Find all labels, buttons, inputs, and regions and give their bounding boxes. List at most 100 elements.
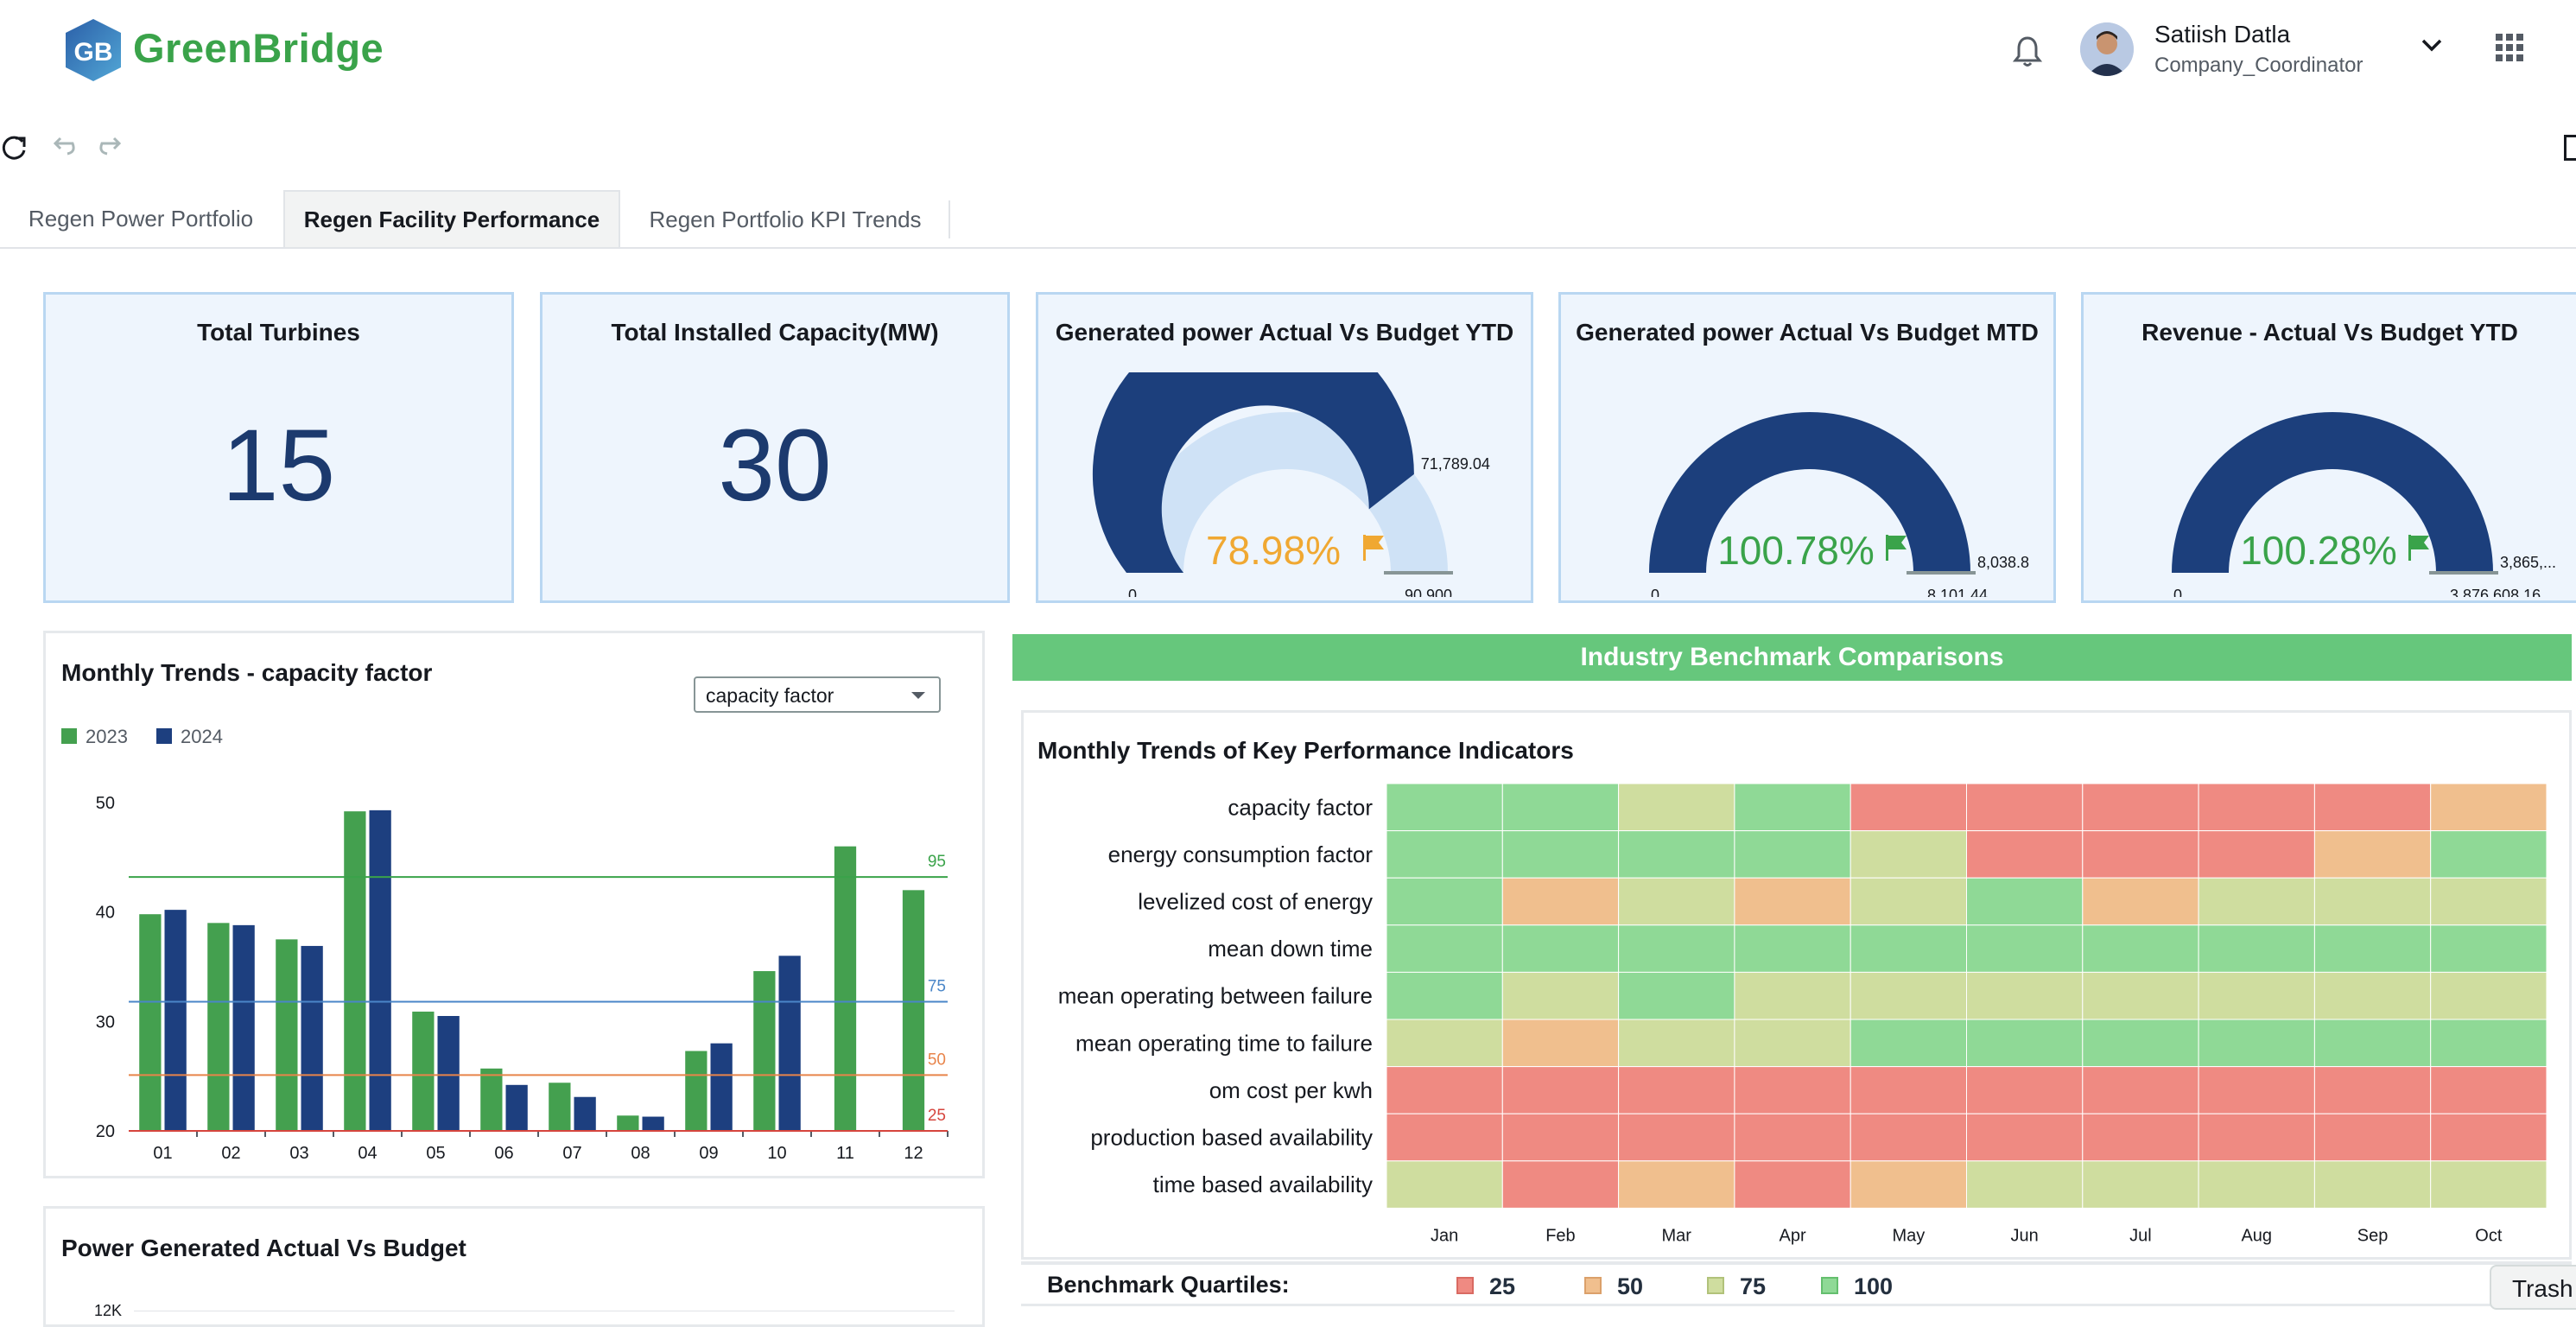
bar-2023-04 [344, 811, 366, 1131]
heatmap-month-label: Feb [1545, 1226, 1575, 1245]
redo-icon[interactable] [97, 135, 126, 161]
flag-cloth [1888, 536, 1907, 549]
heatmap-row-label: production based availability [1090, 1125, 1373, 1151]
bar-2024-05 [437, 1016, 460, 1131]
heatmap-cell [1734, 1160, 1851, 1209]
bar-2023-12 [902, 890, 925, 1131]
heatmap-cell [1850, 1160, 1968, 1209]
flag-icon [1886, 535, 1907, 561]
benchmark-quartiles-legend: Benchmark Quartiles: 25 50 75 100 [1021, 1261, 2572, 1306]
bar-2023-01 [139, 914, 162, 1131]
heatmap-row-label: mean operating between failure [1058, 983, 1373, 1009]
logo[interactable]: GB GreenBridge [59, 16, 384, 85]
heatmap-cell [2430, 830, 2547, 879]
heatmap-cell [1618, 1066, 1735, 1114]
tab-regen-facility-performance[interactable]: Regen Facility Performance [283, 190, 620, 247]
heatmap-month-label: May [1892, 1226, 1925, 1245]
avatar[interactable] [2080, 22, 2134, 76]
tab-bar-divider [0, 247, 2576, 249]
heatmap-row-label: energy consumption factor [1108, 841, 1374, 867]
benchmark-banner: Industry Benchmark Comparisons [1012, 634, 2572, 681]
gauge-value-arc [1092, 372, 1414, 573]
heatmap-row-label: om cost per kwh [1209, 1077, 1373, 1103]
heatmap-cell [1966, 1019, 2084, 1068]
logo-mark-icon: GB [66, 19, 121, 81]
y-tick-label: 30 [96, 1013, 115, 1032]
heatmap-cell [2430, 924, 2547, 973]
gauge-chart: 100.78% 0 8,101.44 8,038.8 [1649, 412, 2029, 597]
heatmap-cell [1501, 1019, 1620, 1068]
heatmap-cell [1501, 1066, 1620, 1114]
heatmap-cell [2313, 1113, 2432, 1162]
heatmap-row-label: time based availability [1153, 1171, 1373, 1197]
heatmap-row-label: capacity factor [1228, 794, 1373, 820]
kpi-heatmap: capacity factor energy consumption factor… [1058, 783, 2547, 1245]
heatmap-cell [1386, 1113, 1503, 1162]
heatmap-month-label: Aug [2241, 1226, 2272, 1245]
tab-label: Regen Facility Performance [303, 206, 600, 232]
tab-regen-portfolio-kpi-trends[interactable]: Regen Portfolio KPI Trends [622, 200, 950, 238]
apps-grid-icon[interactable] [2495, 33, 2524, 62]
heatmap-month-label: Jul [2129, 1226, 2152, 1245]
heatmap-title: Monthly Trends of Key Performance Indica… [1037, 737, 1574, 764]
flag-cloth [2411, 536, 2429, 549]
heatmap-cell [2198, 877, 2315, 926]
user-menu-chevron-down-icon[interactable] [2419, 35, 2445, 55]
flag-pole [1886, 535, 1888, 561]
gauge-card-generated-power-ytd: Generated power Actual Vs Budget YTD 78.… [1036, 292, 1533, 603]
heatmap-month-label: Mar [1662, 1226, 1692, 1245]
heatmap-cell [1501, 924, 1620, 973]
heatmap-cell [1501, 830, 1620, 879]
x-tick-label: 09 [699, 1144, 718, 1163]
quartile-swatch [1821, 1277, 1838, 1294]
heatmap-cell [2082, 924, 2199, 973]
flag-icon [2408, 535, 2429, 561]
heatmap-cell [1501, 877, 1620, 926]
tab-label: Regen Power Portfolio [28, 205, 254, 232]
heatmap-cell [1734, 1066, 1851, 1114]
bar-2023-11 [834, 846, 857, 1131]
heatmap-cell [2082, 1113, 2199, 1162]
heatmap-cell [1734, 1019, 1851, 1068]
gauge-value-arc [1649, 412, 1970, 573]
capacity-factor-panel: Monthly Trends - capacity factor capacit… [43, 631, 985, 1178]
caret-down-icon [911, 692, 925, 699]
trash-button[interactable]: Trash [2490, 1265, 2576, 1310]
y-tick-label: 20 [96, 1122, 115, 1141]
x-tick-label: 12 [904, 1144, 923, 1163]
bar-2024-10 [778, 956, 801, 1131]
bar-2024-09 [710, 1043, 733, 1131]
heatmap-cell [2430, 1160, 2547, 1209]
kpi-value: 30 [718, 409, 832, 523]
heatmap-cell [1966, 783, 2084, 832]
heatmap-cell [1618, 877, 1735, 926]
tab-regen-power-portfolio[interactable]: Regen Power Portfolio [0, 190, 282, 247]
x-tick-label: 02 [221, 1144, 240, 1163]
heatmap-cell [2430, 877, 2547, 926]
heatmap-month-label: Jun [2011, 1226, 2039, 1245]
notification-bell-icon[interactable] [2013, 35, 2042, 67]
heatmap-cell [1734, 1113, 1851, 1162]
undo-icon[interactable] [48, 135, 78, 161]
panel-toggle-icon[interactable] [2564, 135, 2576, 161]
heatmap-cell [1966, 924, 2084, 973]
power-generated-panel: Power Generated Actual Vs Budget 12K [43, 1206, 985, 1327]
quartile-label: 50 [1617, 1273, 1644, 1299]
refresh-icon[interactable] [0, 133, 29, 162]
heatmap-cell [1734, 877, 1851, 926]
x-tick-label: 08 [631, 1144, 650, 1163]
tab-label: Regen Portfolio KPI Trends [649, 206, 922, 232]
metric-dropdown[interactable]: capacity factor [694, 676, 941, 713]
heatmap-cell [1734, 783, 1851, 832]
heatmap-cell [1734, 924, 1851, 973]
heatmap-cell [2430, 1113, 2547, 1162]
heatmap-cell [2430, 971, 2547, 1020]
heatmap-cell [1966, 971, 2084, 1020]
gauge-chart: 100.28% 0 3,876,608.16 3,865,... [2172, 412, 2556, 597]
heatmap-cell [2082, 971, 2199, 1020]
heatmap-cell [2082, 1160, 2199, 1209]
quartile-swatch [1584, 1277, 1602, 1294]
y-tick-label: 12K [94, 1302, 123, 1319]
legend-label: 2023 [86, 726, 128, 747]
heatmap-cell [2198, 971, 2315, 1020]
